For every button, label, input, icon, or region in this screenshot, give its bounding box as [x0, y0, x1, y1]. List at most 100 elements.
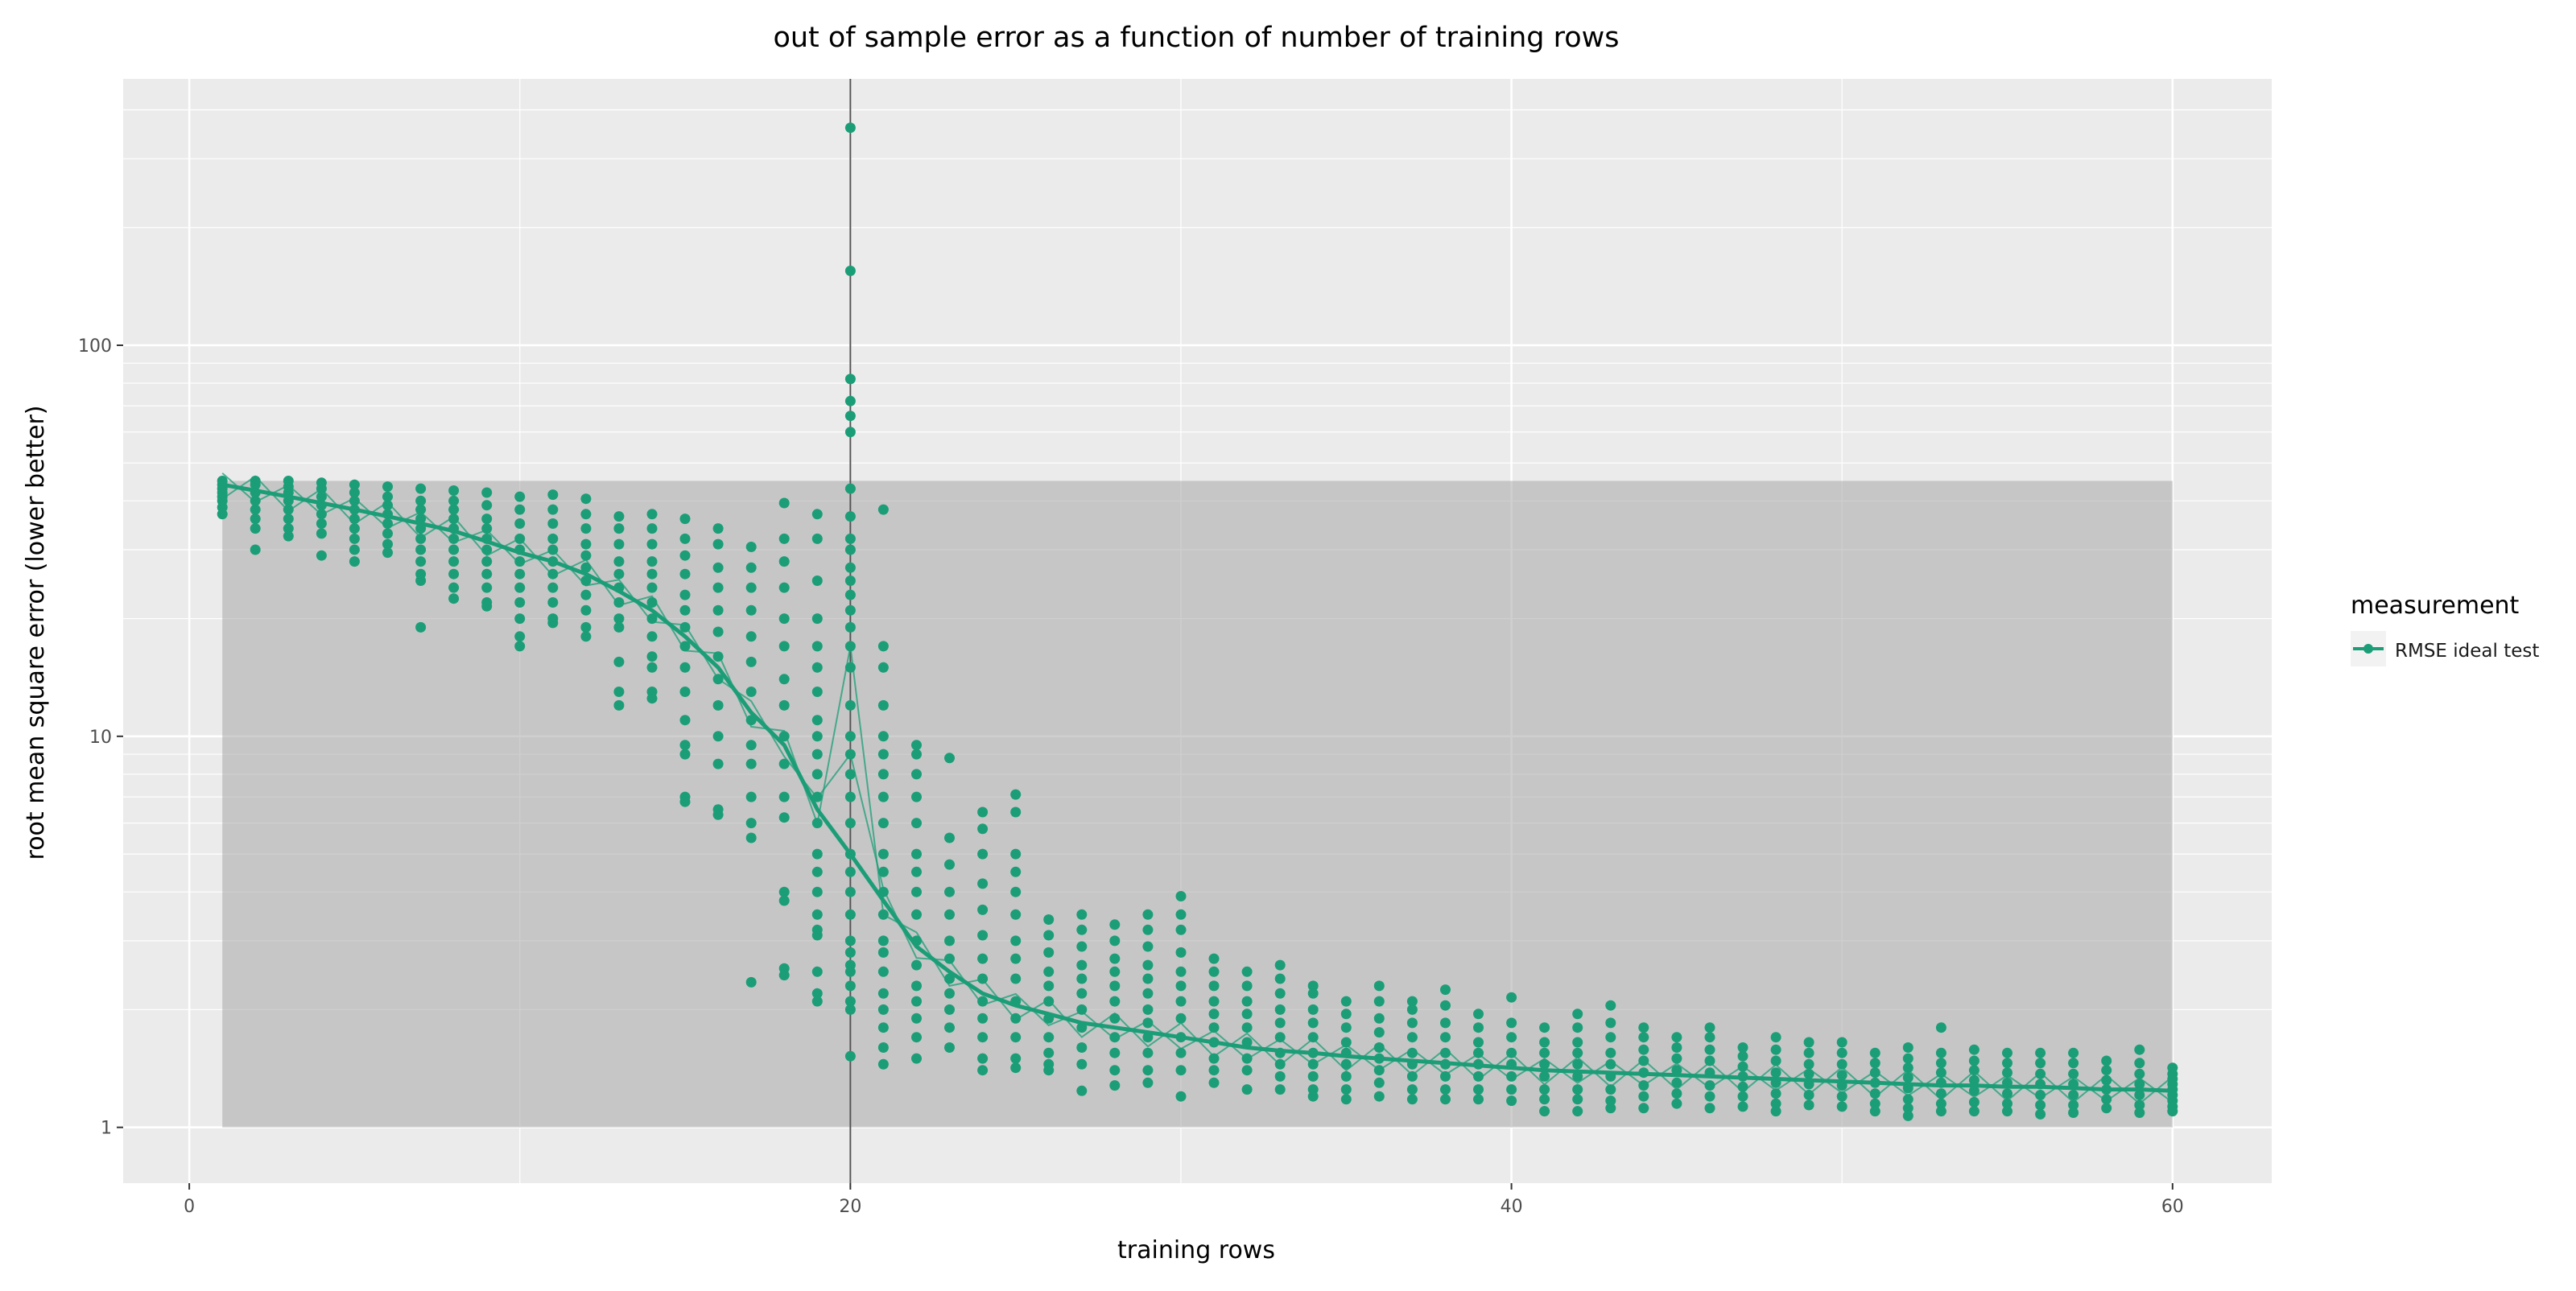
data-point [1770, 1032, 1781, 1043]
data-point [2068, 1090, 2079, 1100]
data-point [1803, 1037, 1814, 1048]
data-point [811, 818, 823, 829]
data-point [1208, 953, 1220, 964]
data-point [844, 641, 856, 652]
data-point [679, 589, 691, 600]
data-point [250, 495, 261, 506]
data-point [1340, 1022, 1352, 1033]
data-point [1109, 1065, 1121, 1076]
data-point [2035, 1047, 2046, 1058]
data-point [1506, 1017, 1517, 1029]
data-point [382, 491, 393, 502]
data-point [877, 966, 889, 977]
data-point [1737, 1050, 1748, 1062]
data-point [844, 621, 856, 633]
data-point [1274, 1058, 1286, 1070]
data-point [778, 731, 790, 742]
data-point [481, 487, 493, 498]
data-point [1274, 988, 1286, 999]
data-point [1142, 1017, 1154, 1029]
data-point [712, 651, 724, 662]
data-point [1638, 1091, 1649, 1102]
data-point [911, 980, 922, 992]
data-point [679, 687, 691, 697]
data-point [2002, 1058, 2013, 1069]
data-point [1506, 1084, 1517, 1095]
data-point [877, 731, 889, 742]
data-point [1902, 1110, 1913, 1121]
data-point [1340, 1070, 1352, 1082]
data-point [1208, 1008, 1220, 1020]
data-point [778, 758, 790, 769]
data-point [1440, 1047, 1451, 1058]
data-point [1572, 1037, 1583, 1048]
data-point [1605, 1058, 1616, 1070]
data-point [745, 562, 757, 573]
data-point [911, 848, 922, 860]
data-point [1406, 1017, 1418, 1029]
data-point [1241, 1008, 1253, 1020]
data-point [1605, 1047, 1616, 1058]
data-point [844, 935, 856, 947]
data-point [679, 749, 691, 760]
data-point [1241, 1022, 1253, 1033]
data-point [977, 1032, 989, 1043]
data-point [1406, 1047, 1418, 1058]
data-point [811, 930, 823, 941]
data-point [1406, 996, 1418, 1007]
data-point [877, 818, 889, 829]
data-point [1968, 1074, 1979, 1086]
data-point [1109, 953, 1121, 964]
data-point [1109, 996, 1121, 1007]
data-point [811, 715, 823, 726]
data-point [778, 497, 790, 509]
data-point [877, 699, 889, 711]
data-point [811, 749, 823, 760]
data-point [679, 621, 691, 633]
y-axis-label: root mean square error (lower better) [22, 406, 50, 860]
data-point [1968, 1096, 1979, 1107]
data-point [1208, 996, 1220, 1007]
data-point [1704, 1091, 1715, 1102]
data-point [1142, 1065, 1154, 1076]
data-point [1340, 1058, 1352, 1070]
data-point [547, 617, 559, 629]
data-point [547, 544, 559, 555]
data-point [514, 613, 526, 625]
data-point [844, 1004, 856, 1015]
data-point [1968, 1044, 1979, 1055]
legend-title: measurement [2351, 592, 2520, 620]
data-point [1935, 1047, 1946, 1058]
data-point [1208, 1065, 1220, 1076]
x-tick-label: 20 [839, 1197, 861, 1217]
data-point [481, 544, 493, 555]
data-point [1340, 1084, 1352, 1095]
data-point [1473, 1070, 1484, 1082]
data-point [2101, 1065, 2112, 1076]
data-point [415, 544, 427, 555]
data-point [877, 769, 889, 780]
data-point [349, 514, 360, 525]
data-point [1142, 1004, 1154, 1015]
data-point [613, 511, 625, 522]
data-point [877, 1042, 889, 1053]
data-point [811, 909, 823, 920]
data-point [514, 631, 526, 642]
data-point [514, 582, 526, 593]
data-point [646, 613, 658, 625]
data-point [1373, 980, 1385, 992]
data-point [877, 848, 889, 860]
data-point [514, 533, 526, 544]
data-point [2134, 1079, 2145, 1090]
data-point [977, 806, 989, 818]
data-point [415, 533, 427, 544]
data-point [580, 538, 592, 550]
data-point [1175, 891, 1187, 901]
data-point [2068, 1107, 2079, 1118]
data-point [844, 589, 856, 600]
data-point [1473, 1037, 1484, 1048]
data-point [778, 533, 790, 544]
data-point [877, 988, 889, 999]
data-point [944, 1004, 955, 1015]
data-point [646, 597, 658, 608]
